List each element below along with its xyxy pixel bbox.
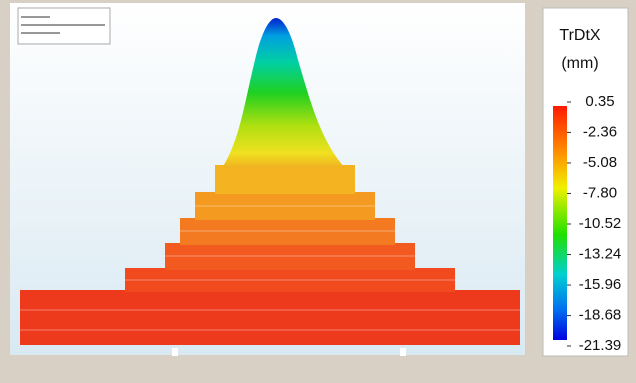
colorbar-label: -2.36	[583, 123, 617, 140]
info-box	[17, 7, 111, 45]
legend-title: TrDtX	[559, 27, 601, 44]
colorbar-label: -15.96	[579, 276, 622, 293]
colorbar-label: -7.80	[583, 184, 617, 201]
colorbar-label: -13.24	[579, 245, 622, 262]
colorbar-label: -10.52	[579, 215, 622, 232]
colorbar	[553, 106, 567, 340]
legend-unit: (mm)	[561, 55, 598, 72]
colorbar-label: -21.39	[579, 337, 622, 354]
colorbar-label: -18.68	[579, 307, 622, 324]
structure	[20, 18, 520, 356]
colorbar-label: 0.35	[585, 93, 614, 110]
info-lines	[21, 16, 105, 34]
colorbar-label: -5.08	[583, 154, 617, 171]
